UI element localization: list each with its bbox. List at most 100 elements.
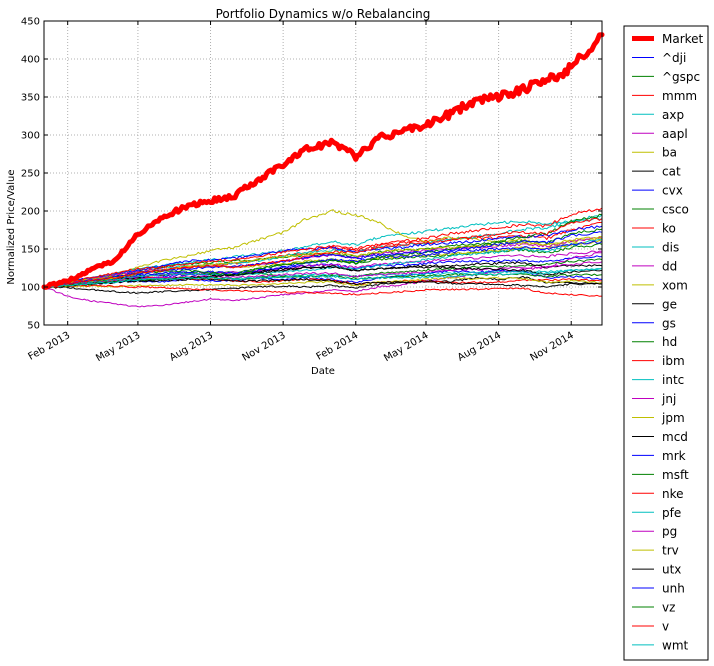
- legend-item: trv: [632, 544, 679, 558]
- legend-item: ibm: [632, 354, 685, 368]
- series-line-market: [41, 32, 605, 290]
- y-tick-label: 150: [21, 245, 40, 256]
- legend-label: axp: [662, 108, 684, 122]
- legend-item: pfe: [632, 506, 681, 520]
- x-axis-label: Date: [311, 366, 335, 377]
- legend-item: ^dji: [632, 51, 686, 65]
- legend-item: wmt: [632, 638, 689, 652]
- legend-label: hd: [662, 335, 677, 349]
- series-line-aapl: [43, 252, 603, 308]
- legend-label: pfe: [662, 506, 681, 520]
- legend-label: ibm: [662, 354, 685, 368]
- legend-label: nke: [662, 487, 684, 501]
- legend-item: mmm: [632, 89, 697, 103]
- legend-item: vz: [632, 601, 675, 615]
- legend-item: cvx: [632, 184, 683, 198]
- series-line-cat: [43, 275, 603, 294]
- x-tick-label: Feb 2014: [315, 330, 361, 363]
- legend-item: Market: [632, 32, 704, 46]
- x-tick-label: May 2013: [94, 330, 142, 364]
- legend-item: msft: [632, 468, 689, 482]
- legend-label: gs: [662, 316, 676, 330]
- legend-item: mrk: [632, 449, 686, 463]
- y-axis: 50 100 150 200 250 300 350 400 450: [21, 17, 602, 332]
- legend-item: csco: [632, 203, 689, 217]
- legend-label: csco: [662, 203, 689, 217]
- x-tick-label: Aug 2014: [456, 330, 503, 364]
- series-line-xom: [43, 276, 603, 288]
- legend-item: nke: [632, 487, 684, 501]
- legend-label: mmm: [662, 89, 697, 103]
- series-line-wmt: [43, 268, 603, 288]
- legend-item: axp: [632, 108, 684, 122]
- series-line-pg: [43, 261, 603, 288]
- legend-label: cvx: [662, 184, 683, 198]
- legend-label: pg: [662, 525, 677, 539]
- legend-item: unh: [632, 582, 685, 596]
- legend-label: unh: [662, 582, 685, 596]
- y-axis-label: Normalized Price/Value: [6, 169, 17, 284]
- legend-label: v: [662, 619, 669, 633]
- legend-label: xom: [662, 278, 688, 292]
- legend-label: aapl: [662, 127, 688, 141]
- legend-label: ko: [662, 222, 676, 236]
- legend-label: ^dji: [662, 51, 686, 65]
- legend-item: intc: [632, 373, 684, 387]
- legend-item: jpm: [632, 411, 685, 425]
- legend-label: dis: [662, 240, 679, 254]
- legend-item: cat: [632, 165, 681, 179]
- x-tick-label: Nov 2013: [240, 330, 287, 364]
- legend-label: wmt: [662, 638, 689, 652]
- legend-item: mcd: [632, 430, 688, 444]
- y-tick-label: 400: [21, 55, 40, 66]
- legend-label: Market: [662, 32, 704, 46]
- legend-label: dd: [662, 259, 677, 273]
- legend-item: v: [632, 619, 669, 633]
- legend-label: ba: [662, 146, 677, 160]
- series-line-mrk: [43, 240, 603, 288]
- y-tick-label: 100: [21, 283, 40, 294]
- legend-label: cat: [662, 165, 681, 179]
- chart-title: Portfolio Dynamics w/o Rebalancing: [216, 7, 431, 21]
- legend-item: ge: [632, 297, 677, 311]
- y-tick-label: 450: [21, 17, 40, 28]
- series-line-msft: [43, 228, 603, 289]
- legend-item: ^gspc: [632, 70, 700, 84]
- legend-item: dd: [632, 259, 677, 273]
- series-line-v: [43, 217, 603, 288]
- x-tick-label: Feb 2013: [27, 330, 73, 363]
- series-line-unh: [43, 231, 603, 288]
- legend-label: vz: [662, 601, 675, 615]
- y-tick-label: 350: [21, 93, 40, 104]
- series-layer: [41, 32, 605, 308]
- y-tick-label: 200: [21, 207, 40, 218]
- legend-label: mcd: [662, 430, 688, 444]
- legend-label: intc: [662, 373, 684, 387]
- legend-label: mrk: [662, 449, 686, 463]
- legend-label: ge: [662, 297, 677, 311]
- legend-item: hd: [632, 335, 677, 349]
- legend-item: pg: [632, 525, 677, 539]
- series-line-utx: [43, 265, 603, 288]
- legend-item: gs: [632, 316, 676, 330]
- x-tick-label: Aug 2013: [168, 330, 215, 364]
- legend-item: ba: [632, 146, 677, 160]
- y-tick-label: 300: [21, 131, 40, 142]
- legend-label: utx: [662, 563, 681, 577]
- y-tick-label: 250: [21, 169, 40, 180]
- legend-box: [623, 25, 709, 661]
- legend-item: xom: [632, 278, 688, 292]
- legend-item: ko: [632, 222, 676, 236]
- x-tick-label: May 2014: [382, 330, 430, 364]
- legend-label: jnj: [661, 392, 676, 406]
- legend-item: utx: [632, 563, 681, 577]
- series-line-ibm: [43, 284, 603, 297]
- legend-label: jpm: [661, 411, 685, 425]
- y-tick-label: 50: [27, 321, 40, 332]
- legend-label: msft: [662, 468, 689, 482]
- legend-label: trv: [662, 544, 679, 558]
- series-line-dd: [43, 250, 603, 288]
- legend-item: aapl: [632, 127, 688, 141]
- legend-label: ^gspc: [662, 70, 700, 84]
